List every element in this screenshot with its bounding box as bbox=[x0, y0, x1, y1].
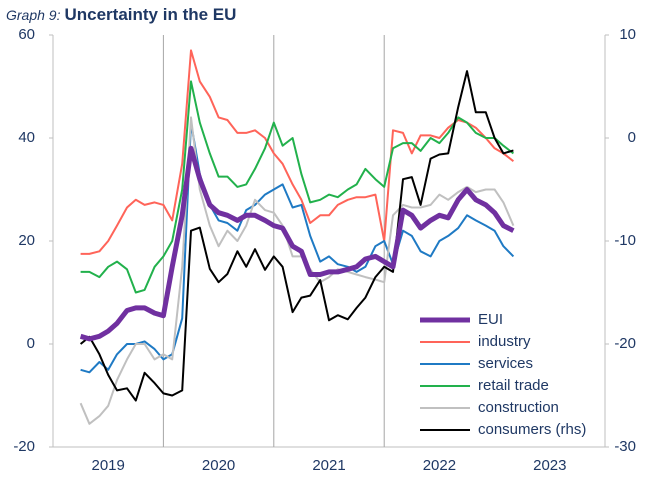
y-tick-label: 60 bbox=[18, 26, 35, 43]
series-line bbox=[80, 49, 515, 255]
chart-title: Graph 9: Uncertainty in the EU bbox=[6, 5, 236, 24]
legend-label: services bbox=[478, 355, 533, 372]
y-tick-label: -20 bbox=[13, 438, 35, 455]
legend-label: EUI bbox=[478, 311, 503, 328]
series-line bbox=[79, 145, 515, 342]
y2-tick-label: -20 bbox=[614, 335, 636, 352]
title-prefix: Graph 9: bbox=[6, 7, 61, 23]
series-line bbox=[80, 80, 515, 294]
series-line bbox=[80, 121, 515, 374]
series-line bbox=[79, 116, 515, 425]
y-tick-label: 40 bbox=[18, 129, 35, 146]
y-tick-label: 0 bbox=[27, 335, 35, 352]
x-tick-label: 2023 bbox=[533, 457, 566, 474]
legend-label: consumers (rhs) bbox=[478, 421, 586, 438]
series-line bbox=[79, 70, 514, 402]
x-tick-label: 2022 bbox=[423, 457, 456, 474]
y2-tick-label: -30 bbox=[614, 438, 636, 455]
y2-tick-label: 10 bbox=[619, 26, 636, 43]
title-text: Uncertainty in the EU bbox=[64, 5, 236, 24]
y2-tick-label: -10 bbox=[614, 232, 636, 249]
legend-label: construction bbox=[478, 399, 559, 416]
legend-label: industry bbox=[478, 333, 531, 350]
legend-label: retail trade bbox=[478, 377, 549, 394]
y-tick-label: 20 bbox=[18, 232, 35, 249]
x-tick-label: 2021 bbox=[312, 457, 345, 474]
y2-tick-label: 0 bbox=[628, 129, 636, 146]
x-tick-label: 2020 bbox=[202, 457, 235, 474]
x-tick-label: 2019 bbox=[92, 457, 125, 474]
